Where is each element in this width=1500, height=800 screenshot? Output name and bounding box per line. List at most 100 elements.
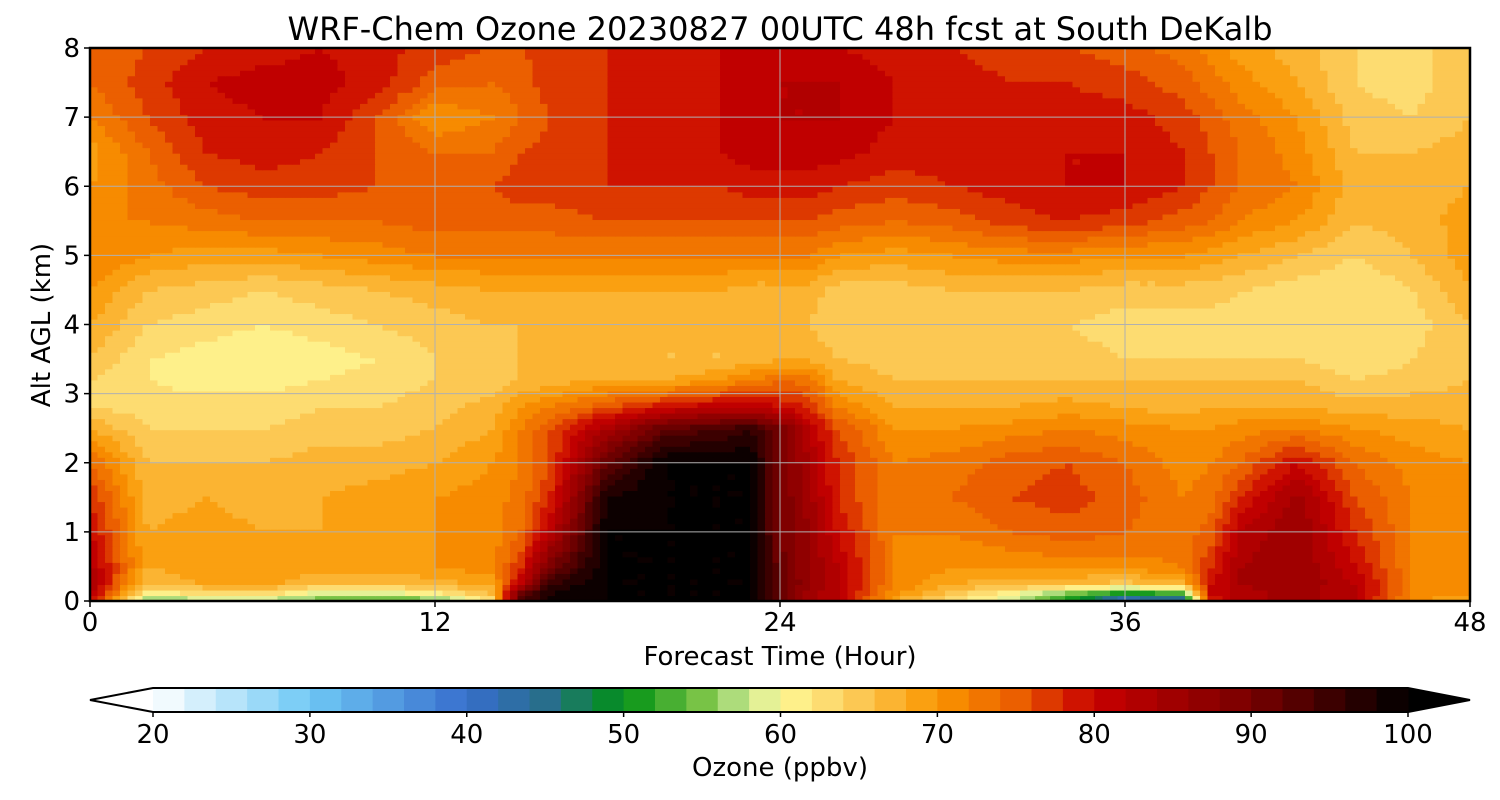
heatmap-cell — [510, 512, 519, 519]
heatmap-cell — [1432, 540, 1441, 547]
heatmap-cell — [592, 534, 601, 541]
heatmap-cell — [1125, 584, 1134, 591]
heatmap-cell — [1155, 468, 1164, 475]
heatmap-cell — [832, 589, 841, 597]
heatmap-cell — [585, 501, 594, 508]
heatmap-cell — [622, 518, 631, 525]
heatmap-cell — [1417, 490, 1426, 497]
heatmap-cell — [1147, 506, 1156, 514]
heatmap-cell — [1425, 578, 1434, 586]
heatmap-cell — [1395, 523, 1404, 530]
heatmap-cell — [1297, 551, 1306, 558]
heatmap-cell — [487, 451, 496, 458]
heatmap-cell — [997, 457, 1006, 464]
heatmap-cell — [1207, 589, 1216, 597]
heatmap-cell — [540, 473, 549, 480]
heatmap-cell — [847, 501, 856, 508]
heatmap-cell — [1275, 551, 1284, 558]
heatmap-cell — [562, 495, 571, 503]
heatmap-cell — [742, 584, 751, 591]
heatmap-cell — [1087, 479, 1096, 486]
heatmap-cell — [1237, 584, 1246, 591]
heatmap-cell — [1087, 540, 1096, 547]
heatmap-cell — [1155, 595, 1164, 601]
heatmap-cell — [1020, 578, 1029, 586]
heatmap-cell — [1320, 562, 1329, 569]
heatmap-cell — [345, 468, 354, 475]
heatmap-cell — [1080, 545, 1089, 552]
heatmap-cell — [1252, 567, 1261, 574]
heatmap-cell — [690, 534, 699, 541]
heatmap-cell — [142, 490, 151, 497]
heatmap-cell — [757, 567, 766, 574]
heatmap-cell — [1335, 578, 1344, 586]
heatmap-cell — [577, 578, 586, 586]
heatmap-cell — [1080, 451, 1089, 458]
heatmap-cell — [330, 479, 339, 486]
heatmap-cell — [412, 534, 421, 541]
heatmap-cell — [1005, 584, 1014, 591]
heatmap-cell — [300, 573, 309, 580]
heatmap-cell — [1312, 589, 1321, 597]
heatmap-cell — [502, 512, 511, 519]
heatmap-cell — [1020, 595, 1029, 601]
heatmap-cell — [480, 556, 489, 563]
heatmap-cell — [1320, 462, 1329, 469]
heatmap-cell — [757, 534, 766, 541]
heatmap-cell — [442, 518, 451, 525]
heatmap-cell — [615, 468, 624, 475]
heatmap-cell — [525, 534, 534, 541]
heatmap-cell — [967, 468, 976, 475]
heatmap-cell — [457, 556, 466, 563]
heatmap-cell — [127, 490, 136, 497]
heatmap-cell — [180, 595, 189, 601]
heatmap-cell — [982, 534, 991, 541]
heatmap-cell — [652, 506, 661, 514]
heatmap-cell — [120, 540, 129, 547]
heatmap-cell — [427, 501, 436, 508]
heatmap-cell — [180, 457, 189, 464]
heatmap-cell — [735, 556, 744, 563]
heatmap-cell — [997, 479, 1006, 486]
heatmap-cell — [232, 573, 241, 580]
heatmap-cell — [150, 512, 159, 519]
heatmap-cell — [832, 462, 841, 469]
heatmap-cell — [1215, 573, 1224, 580]
heatmap-cell — [660, 551, 669, 558]
heatmap-cell — [330, 462, 339, 469]
heatmap-cell — [450, 490, 459, 497]
heatmap-cell — [637, 567, 646, 574]
heatmap-cell — [1005, 468, 1014, 475]
heatmap-cell — [742, 462, 751, 469]
heatmap-cell — [1305, 462, 1314, 469]
heatmap-cell — [1245, 457, 1254, 464]
heatmap-cell — [1117, 518, 1126, 525]
heatmap-cell — [1297, 468, 1306, 475]
heatmap-cell — [1410, 506, 1419, 514]
heatmap-cell — [1297, 595, 1306, 601]
heatmap-cell — [795, 567, 804, 574]
heatmap-cell — [555, 540, 564, 547]
heatmap-cell — [495, 584, 504, 591]
heatmap-cell — [562, 578, 571, 586]
heatmap-cell — [1230, 473, 1239, 480]
heatmap-cell — [210, 495, 219, 503]
heatmap-cell — [1350, 479, 1359, 486]
heatmap-cell — [472, 567, 481, 574]
heatmap-cell — [840, 490, 849, 497]
heatmap-cell — [832, 484, 841, 491]
heatmap-cell — [1192, 534, 1201, 541]
heatmap-cell — [292, 473, 301, 480]
heatmap-cell — [405, 523, 414, 530]
heatmap-cell — [442, 573, 451, 580]
heatmap-cell — [315, 573, 324, 580]
heatmap-cell — [195, 495, 204, 503]
heatmap-cell — [90, 457, 99, 464]
heatmap-cell — [982, 589, 991, 597]
heatmap-cell — [337, 468, 346, 475]
heatmap-cell — [300, 473, 309, 480]
heatmap-cell — [1132, 512, 1141, 519]
heatmap-cell — [1440, 584, 1449, 591]
heatmap-cell — [420, 506, 429, 514]
heatmap-cell — [300, 540, 309, 547]
